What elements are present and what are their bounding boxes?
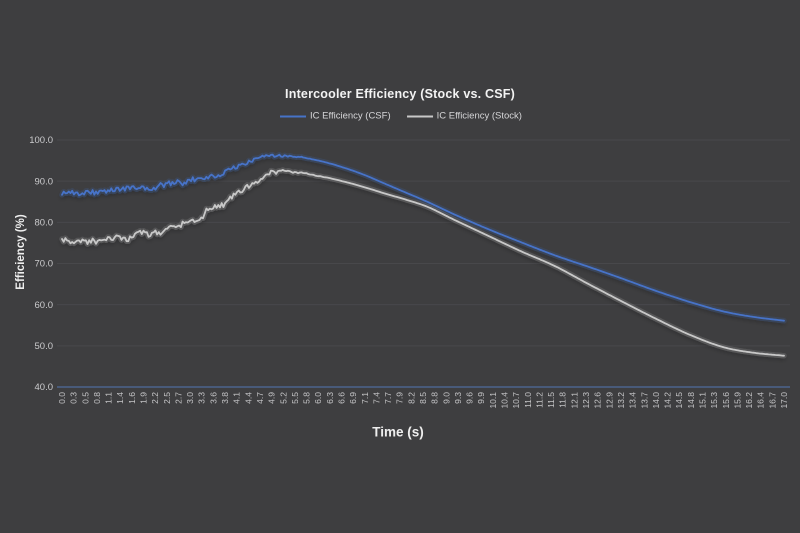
x-tick-label: 4.9	[267, 392, 277, 404]
x-tick-label: 1.9	[139, 392, 149, 404]
y-tick-label: 70.0	[35, 259, 54, 270]
legend-line-swatch-stock	[406, 115, 433, 117]
x-tick-label: 14.2	[663, 392, 673, 409]
x-tick-label: 10.4	[500, 392, 510, 409]
x-tick-label: 6.0	[313, 392, 323, 404]
x-tick-label: 3.6	[208, 392, 218, 404]
x-tick-label: 4.7	[255, 392, 265, 404]
legend-line-swatch-csf	[280, 115, 307, 117]
y-tick-label: 40.0	[35, 382, 54, 393]
x-tick-label: 11.0	[523, 392, 533, 408]
x-tick-label: 4.4	[243, 392, 253, 404]
series-line-stock	[61, 168, 785, 357]
series-glow-csf	[59, 151, 787, 324]
x-tick-label: 0.5	[80, 392, 90, 404]
x-tick-label: 9.3	[453, 392, 463, 404]
x-tick-label: 14.5	[674, 392, 684, 409]
x-tick-label: 13.4	[628, 392, 638, 409]
x-tick-label: 3.0	[185, 392, 195, 404]
x-tick-label: 15.3	[709, 392, 719, 409]
x-tick-label: 14.8	[686, 392, 696, 409]
x-tick-label: 13.2	[616, 392, 626, 409]
legend-item-csf: IC Efficiency (CSF)	[280, 111, 391, 122]
y-tick-label: 100.0	[29, 135, 53, 146]
x-tick-label: 1.1	[104, 392, 114, 404]
x-tick-label: 9.9	[476, 392, 486, 404]
x-tick-label: 6.3	[325, 392, 335, 404]
x-tick-label: 3.3	[197, 392, 207, 404]
x-tick-label: 5.2	[278, 392, 288, 404]
x-tick-label: 11.8	[558, 392, 568, 408]
y-axis-title: Efficiency (%)	[15, 214, 27, 290]
x-tick-label: 8.2	[406, 392, 416, 404]
y-tick-label: 60.0	[35, 300, 54, 311]
x-tick-label: 4.1	[232, 392, 242, 404]
chart-title: Intercooler Efficiency (Stock vs. CSF)	[285, 87, 515, 101]
y-tick-label: 80.0	[35, 218, 54, 229]
x-tick-label: 13.7	[639, 392, 649, 409]
x-tick-label: 15.1	[697, 392, 707, 409]
x-tick-label: 12.1	[569, 392, 579, 409]
x-tick-label: 2.7	[173, 392, 183, 404]
x-tick-label: 17.0	[779, 392, 789, 409]
x-tick-label: 15.6	[721, 392, 731, 409]
x-tick-label: 7.1	[360, 392, 370, 404]
y-tick-label: 90.0	[35, 176, 54, 187]
x-tick-label: 9.6	[465, 392, 475, 404]
legend-label-csf: IC Efficiency (CSF)	[310, 110, 391, 122]
x-tick-label: 2.5	[162, 392, 172, 404]
x-tick-label: 5.5	[290, 392, 300, 404]
x-tick-label: 10.7	[511, 392, 521, 409]
x-tick-label: 3.8	[220, 392, 230, 404]
x-tick-label: 14.0	[651, 392, 661, 409]
x-tick-label: 12.6	[593, 392, 603, 409]
x-tick-label: 11.5	[546, 392, 556, 408]
x-tick-label: 0.0	[57, 392, 67, 404]
x-tick-label: 7.7	[383, 392, 393, 404]
legend-label-stock: IC Efficiency (Stock)	[436, 110, 522, 122]
x-tick-label: 9.0	[441, 392, 451, 404]
x-tick-label: 11.2	[534, 392, 544, 408]
x-tick-label: 6.6	[336, 392, 346, 404]
x-tick-label: 8.8	[430, 392, 440, 404]
series-group-stock	[59, 167, 787, 359]
x-tick-label: 12.9	[604, 392, 614, 409]
x-tick-label: 0.3	[69, 392, 79, 404]
x-tick-label: 6.9	[348, 392, 358, 404]
series-line-csf	[61, 153, 785, 322]
legend: IC Efficiency (CSF) IC Efficiency (Stock)	[280, 111, 522, 122]
x-tick-label: 16.7	[767, 392, 777, 409]
y-tick-label: 50.0	[35, 341, 54, 352]
x-axis-title: Time (s)	[372, 424, 424, 440]
x-tick-label: 0.8	[92, 392, 102, 404]
x-tick-label: 12.3	[581, 392, 591, 409]
x-tick-label: 16.2	[744, 392, 754, 409]
series-group-csf	[59, 151, 787, 324]
x-tick-label: 15.9	[732, 392, 742, 409]
x-tick-label: 7.9	[395, 392, 405, 404]
x-tick-label: 1.6	[127, 392, 137, 404]
x-tick-label: 16.4	[756, 392, 766, 409]
x-tick-label: 2.2	[150, 392, 160, 404]
legend-item-stock: IC Efficiency (Stock)	[406, 110, 522, 122]
x-tick-label: 1.4	[115, 392, 125, 404]
x-tick-label: 10.1	[488, 392, 498, 409]
x-tick-label: 5.8	[302, 392, 312, 404]
x-tick-label: 8.5	[418, 392, 428, 404]
x-tick-label: 7.4	[371, 392, 381, 404]
